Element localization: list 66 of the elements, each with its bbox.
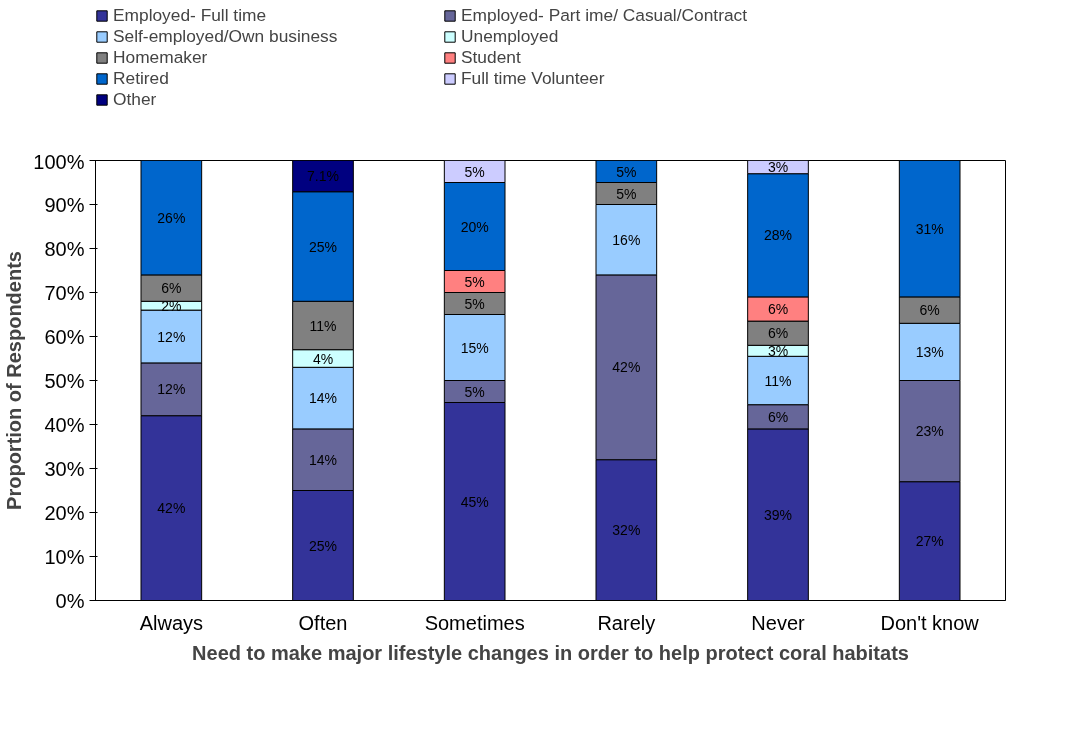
data-label: 6% xyxy=(767,325,789,342)
data-label: 12% xyxy=(157,381,186,398)
data-label: 20% xyxy=(460,218,489,235)
data-label: 14% xyxy=(308,390,338,407)
y-tick-label: 100% xyxy=(33,150,85,173)
data-label: 25% xyxy=(308,238,338,255)
data-label: 6% xyxy=(767,408,789,425)
y-tick-label: 70% xyxy=(44,281,85,304)
data-label: 5% xyxy=(464,383,485,400)
x-axis-title: Need to make major lifestyle changes in order to help protect coral habitats xyxy=(192,641,909,664)
data-label: 31% xyxy=(915,220,944,237)
data-label: 5% xyxy=(464,163,485,180)
data-label: 12% xyxy=(157,328,186,345)
data-label: 42% xyxy=(612,359,641,376)
y-tick-label: 60% xyxy=(44,325,85,348)
data-label: 5% xyxy=(464,295,485,312)
data-label: 7.1% xyxy=(307,168,339,185)
y-tick-label: 50% xyxy=(44,369,85,392)
data-label: 11% xyxy=(764,372,792,389)
data-label: 6% xyxy=(767,301,789,317)
x-tick-label: Sometimes xyxy=(424,611,525,634)
legend-label: Employed- Part ime/ Casual/Contract xyxy=(461,5,749,26)
data-label: 39% xyxy=(763,506,793,523)
data-label: 2% xyxy=(161,297,182,314)
data-label: 15% xyxy=(460,339,489,356)
legend-label: Unemployed xyxy=(461,26,560,47)
data-label: 3% xyxy=(767,342,789,359)
data-label: 6% xyxy=(161,280,182,297)
legend-label: Other xyxy=(113,89,158,110)
y-tick-label: 30% xyxy=(44,457,85,480)
data-label: 5% xyxy=(616,163,637,180)
x-tick-label: Rarely xyxy=(597,611,656,634)
data-label: 32% xyxy=(612,522,641,539)
x-tick-label: Never xyxy=(751,611,806,634)
legend-label: Retired xyxy=(113,68,170,89)
legend-label: Self-employed/Own business xyxy=(113,26,339,47)
data-label: 5% xyxy=(464,273,485,290)
data-label: 16% xyxy=(612,231,641,248)
data-label: 4% xyxy=(312,350,334,367)
legend-label: Employed- Full time xyxy=(113,5,268,26)
x-tick-label: Often xyxy=(298,611,348,634)
data-label: 14% xyxy=(308,451,338,468)
data-label: 3% xyxy=(767,159,789,176)
data-label: 23% xyxy=(915,423,944,440)
data-label: 27% xyxy=(915,533,944,550)
y-tick-label: 80% xyxy=(44,237,85,260)
data-label: 5% xyxy=(616,185,637,202)
x-tick-label: Always xyxy=(139,611,204,634)
legend-label: Student xyxy=(461,47,522,68)
data-label: 6% xyxy=(919,302,940,319)
legend-label: Full time Volunteer xyxy=(461,68,606,89)
y-axis-title: Proportion of Respondents xyxy=(3,251,26,510)
y-tick-label: 0% xyxy=(55,589,85,612)
x-tick-label: Don't know xyxy=(880,611,980,634)
legend-label: Homemaker xyxy=(113,47,209,68)
data-label: 13% xyxy=(915,343,944,360)
data-label: 42% xyxy=(157,500,186,517)
data-label: 25% xyxy=(308,537,338,554)
data-label: 45% xyxy=(460,493,489,510)
y-tick-label: 10% xyxy=(44,545,85,568)
data-label: 28% xyxy=(763,227,793,244)
y-tick-label: 40% xyxy=(44,413,85,436)
y-tick-label: 20% xyxy=(44,501,85,524)
data-label: 11% xyxy=(309,317,337,334)
data-label: 26% xyxy=(157,209,186,226)
y-tick-label: 90% xyxy=(44,193,85,216)
